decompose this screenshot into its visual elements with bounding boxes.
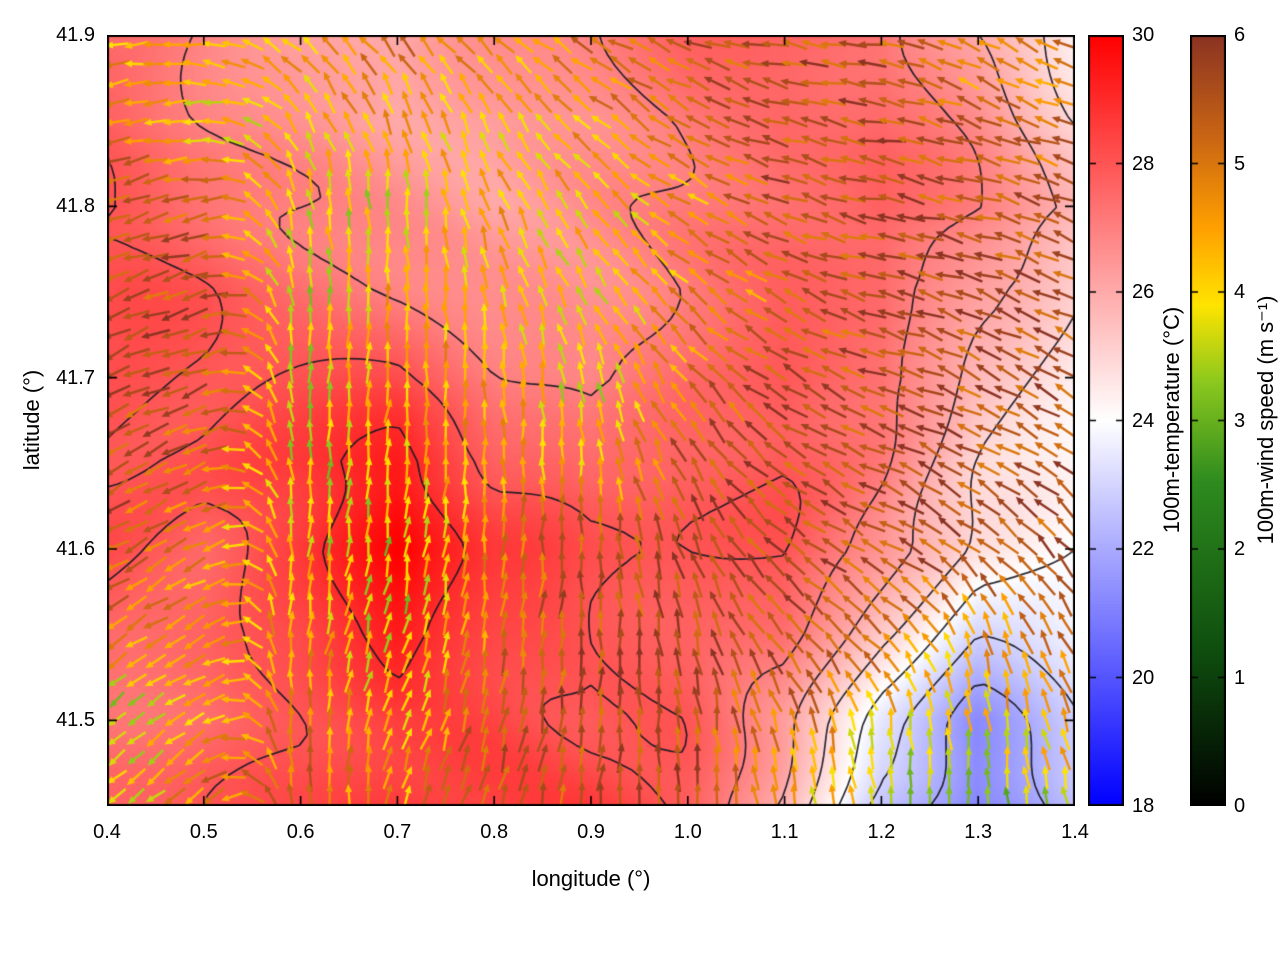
- wind-speed-tick-label: 3: [1234, 409, 1246, 432]
- temperature-tick-label: 18: [1132, 795, 1155, 817]
- y-axis-label: latitude (°): [19, 369, 44, 471]
- y-tick-label: 41.5: [56, 709, 95, 732]
- y-tick-label: 41.9: [56, 24, 95, 46]
- x-tick-label: 1.2: [867, 821, 896, 843]
- temperature-tick-label: 22: [1132, 538, 1155, 560]
- wind-speed-colorbar-label: 100m-wind speed (m s⁻¹): [1253, 295, 1278, 545]
- temperature-tick-label: 26: [1132, 281, 1155, 303]
- x-tick-label: 0.5: [189, 821, 218, 843]
- temperature-colorbar: [1088, 35, 1124, 806]
- x-tick-label: 1.3: [964, 821, 993, 843]
- temperature-tick-label: 20: [1132, 666, 1155, 689]
- y-tick-label: 41.6: [56, 538, 95, 560]
- x-tick-label: 0.6: [286, 821, 315, 843]
- y-tick-label: 41.7: [56, 366, 95, 389]
- wind-speed-tick-label: 6: [1234, 24, 1246, 46]
- x-tick-label: 0.9: [577, 821, 605, 843]
- x-tick-label: 1.0: [673, 821, 702, 843]
- wind-speed-colorbar: [1190, 35, 1226, 806]
- x-tick-label: 0.7: [383, 821, 412, 843]
- wind-speed-tick-label: 4: [1234, 281, 1246, 303]
- x-tick-label: 1.4: [1061, 821, 1089, 843]
- y-tick-label: 41.8: [56, 195, 95, 218]
- x-axis-label: longitude (°): [531, 866, 651, 891]
- map-plot-canvas: [107, 35, 1075, 806]
- wind-speed-tick-label: 2: [1234, 538, 1246, 560]
- temperature-tick-label: 30: [1132, 24, 1155, 46]
- wind-speed-tick-label: 5: [1234, 152, 1246, 175]
- x-tick-label: 1.1: [770, 821, 799, 843]
- wind-speed-tick-label: 1: [1234, 666, 1246, 689]
- wind-speed-tick-label: 0: [1234, 795, 1246, 817]
- x-tick-label: 0.4: [93, 821, 121, 843]
- x-tick-label: 0.8: [480, 821, 509, 843]
- temperature-tick-label: 28: [1132, 152, 1155, 175]
- temperature-tick-label: 24: [1132, 409, 1155, 432]
- temperature-colorbar-label: 100m-temperature (°C): [1159, 306, 1184, 534]
